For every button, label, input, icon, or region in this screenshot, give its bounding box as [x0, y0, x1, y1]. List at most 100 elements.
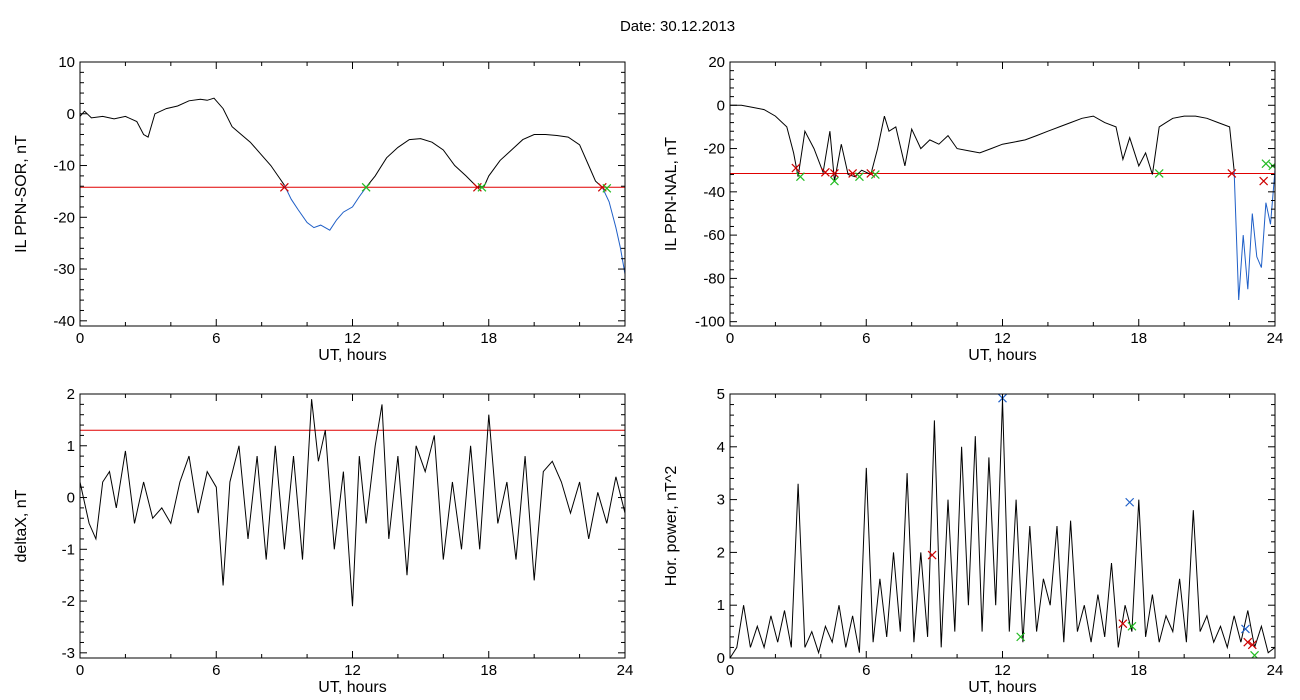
y-axis-title: Hor. power, nT^2	[663, 466, 680, 587]
y-tick-label: 3	[717, 492, 725, 509]
x-marker	[830, 169, 839, 178]
series-line-0	[730, 399, 1275, 658]
x-tick-label: 18	[1130, 330, 1147, 347]
y-tick-label: 0	[717, 97, 725, 114]
x-tick-label: 24	[1267, 330, 1284, 347]
x-marker	[1125, 497, 1135, 507]
x-tick-label: 12	[344, 662, 361, 679]
x-tick-label: 12	[994, 662, 1011, 679]
plot-frame	[79, 61, 626, 327]
x-tick-label: 18	[480, 330, 497, 347]
x-marker	[791, 163, 801, 173]
x-tick-label: 0	[76, 662, 84, 679]
x-marker	[1154, 169, 1164, 178]
y-tick-label: 0	[717, 650, 725, 667]
x-axis-title: UT, hours	[318, 679, 386, 696]
x-marker	[855, 172, 864, 182]
plot-area	[80, 399, 625, 607]
series-line-2	[365, 134, 603, 188]
x-marker	[1016, 632, 1026, 642]
x-tick-label: 18	[480, 662, 497, 679]
x-marker	[830, 176, 839, 186]
x-marker	[477, 182, 487, 192]
series-line-0	[730, 104, 1235, 182]
y-tick-label: 5	[717, 386, 725, 403]
y-axis-title: deltaX, nT	[13, 489, 30, 562]
x-marker	[1259, 176, 1269, 186]
y-tick-label: 2	[67, 386, 75, 403]
x-tick-label: 6	[212, 330, 220, 347]
y-tick-label: 1	[717, 597, 725, 614]
x-marker	[1118, 619, 1128, 629]
x-tick-label: 6	[862, 662, 870, 679]
x-marker	[602, 183, 612, 193]
x-axis-title: UT, hours	[318, 347, 386, 364]
x-tick-label: 24	[1267, 662, 1284, 679]
x-tick-label: 24	[617, 662, 634, 679]
y-tick-label: -10	[53, 158, 75, 175]
y-tick-label: -60	[703, 227, 725, 244]
y-tick-label: -1	[62, 541, 75, 558]
x-marker	[1250, 650, 1259, 658]
x-marker	[1127, 621, 1137, 631]
x-marker	[1241, 624, 1250, 634]
series-line-0	[80, 97, 285, 186]
y-tick-label: 0	[67, 106, 75, 123]
y-tick-label: -20	[703, 141, 725, 158]
x-marker	[279, 182, 289, 192]
page-title: Date: 30.12.2013	[619, 18, 736, 35]
x-axis-title: UT, hours	[968, 347, 1036, 364]
series-line-3	[601, 187, 625, 275]
y-tick-label: 1	[67, 438, 75, 455]
plot-frame	[79, 393, 626, 659]
x-marker	[361, 182, 371, 192]
x-marker	[848, 169, 858, 178]
y-axis-title: IL PPN-SOR, nT	[13, 135, 30, 253]
plot-area	[730, 394, 1275, 658]
y-tick-label: -30	[53, 261, 75, 278]
y-tick-label: 20	[708, 54, 725, 71]
x-marker	[1261, 159, 1271, 169]
y-tick-label: -40	[703, 184, 725, 201]
x-tick-label: 24	[617, 330, 634, 347]
y-axis-title: IL PPN-NAL, nT	[663, 137, 680, 251]
plot-area	[730, 104, 1275, 301]
x-axis-title: UT, hours	[968, 679, 1036, 696]
panel-sor: 0 6 12 18 24 -40 -30 -20 -10 0 10 UT, hours IL PPN-S…	[13, 54, 633, 364]
x-marker	[1227, 169, 1237, 178]
x-marker	[820, 167, 830, 177]
x-tick-label: 0	[76, 330, 84, 347]
plot-frame	[729, 393, 1276, 659]
y-tick-label: 2	[717, 544, 725, 561]
series-line-1	[283, 184, 367, 231]
y-tick-label: -20	[53, 209, 75, 226]
x-tick-label: 18	[1130, 662, 1147, 679]
y-tick-label: 4	[717, 439, 725, 456]
series-line-1	[1233, 170, 1275, 301]
y-tick-label: 10	[58, 54, 75, 71]
x-marker	[795, 172, 805, 182]
y-tick-label: 0	[67, 490, 75, 507]
x-tick-label: 12	[344, 330, 361, 347]
x-marker	[1247, 640, 1257, 650]
y-tick-label: -3	[62, 645, 75, 662]
y-tick-label: -40	[53, 313, 75, 330]
x-tick-label: 0	[726, 330, 734, 347]
plot-area	[80, 97, 625, 275]
y-tick-label: -2	[62, 593, 75, 610]
y-tick-label: -100	[695, 314, 725, 331]
x-marker	[927, 550, 937, 560]
panel-nal: 0 6 12 18 24 -100 -80 -60 -40 -20 0 20 UT, hours IL P…	[663, 54, 1283, 364]
plot-frame	[729, 61, 1276, 327]
x-marker	[1243, 637, 1253, 647]
x-tick-label: 12	[994, 330, 1011, 347]
y-tick-label: -80	[703, 270, 725, 287]
series-line-0	[80, 399, 625, 607]
x-tick-label: 0	[726, 662, 734, 679]
x-marker	[870, 170, 880, 179]
x-tick-label: 6	[862, 330, 870, 347]
x-tick-label: 6	[212, 662, 220, 679]
